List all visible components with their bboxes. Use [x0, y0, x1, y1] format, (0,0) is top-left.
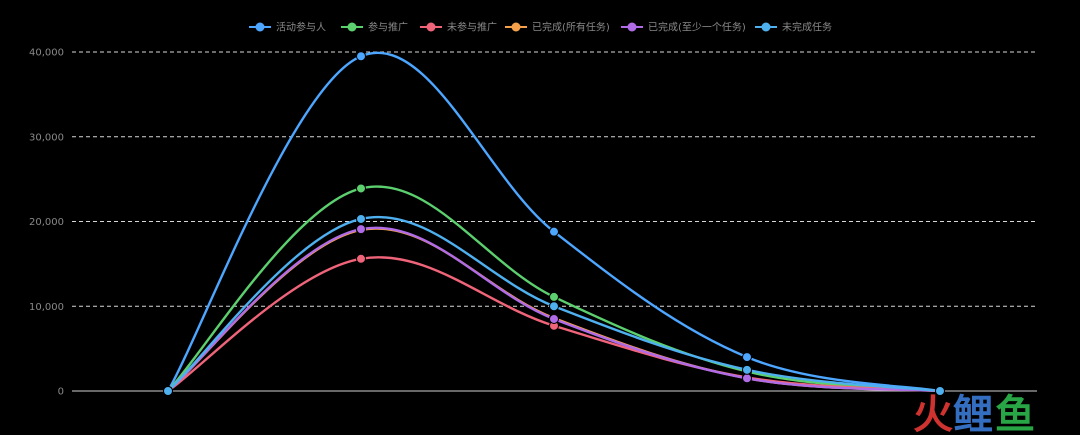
legend-marker — [627, 22, 637, 32]
legend-item[interactable]: 已完成(所有任务) — [505, 21, 610, 34]
legend-item[interactable]: 未完成任务 — [755, 21, 832, 34]
legend-marker — [347, 22, 357, 32]
legend-label: 未完成任务 — [782, 21, 832, 34]
legend-label: 参与推广 — [368, 21, 408, 34]
data-point[interactable] — [356, 224, 366, 235]
series-lines — [166, 51, 941, 393]
legend-item[interactable]: 已完成(至少一个任务) — [621, 21, 746, 34]
data-point[interactable] — [549, 291, 559, 302]
legend-marker — [511, 22, 521, 32]
y-tick-label: 40,000 — [29, 48, 64, 59]
grid-lines — [72, 51, 1037, 392]
series-points — [163, 51, 945, 396]
legend-marker — [761, 22, 771, 32]
data-point[interactable] — [549, 226, 559, 237]
y-tick-label: 0 — [58, 387, 64, 398]
data-point[interactable] — [742, 352, 752, 363]
legend-item[interactable]: 未参与推广 — [420, 21, 497, 34]
watermark-char-1: 火 — [913, 392, 953, 435]
series-line — [167, 185, 941, 393]
data-point[interactable] — [549, 313, 559, 324]
series-line — [167, 216, 941, 393]
data-point[interactable] — [742, 373, 752, 384]
data-point[interactable] — [356, 51, 366, 62]
data-point[interactable] — [549, 301, 559, 312]
legend-label: 活动参与人 — [276, 21, 326, 34]
legend-item[interactable]: 活动参与人 — [249, 21, 326, 34]
y-tick-label: 30,000 — [29, 132, 64, 143]
legend-marker — [426, 22, 436, 32]
watermark-char-2: 鲤 — [953, 392, 993, 435]
watermark-char-3: 鱼 — [995, 392, 1035, 435]
legend[interactable]: 活动参与人 参与推广 未参与推广 已完成(所有任务) 已完成(至少一个任务) 未完成任务 — [249, 21, 832, 34]
legend-label: 已完成(至少一个任务) — [648, 21, 746, 34]
y-tick-label: 20,000 — [29, 217, 64, 228]
data-point[interactable] — [356, 253, 366, 264]
data-point[interactable] — [163, 386, 173, 396]
legend-marker — [255, 22, 265, 32]
legend-label: 已完成(所有任务) — [532, 21, 610, 34]
data-point[interactable] — [742, 364, 752, 375]
data-point[interactable] — [356, 183, 366, 194]
data-point[interactable] — [356, 213, 366, 224]
legend-label: 未参与推广 — [447, 21, 497, 34]
series-line — [166, 51, 941, 393]
watermark-logo: 火 鲤 鱼 — [913, 392, 1035, 435]
y-tick-label: 10,000 — [29, 302, 64, 313]
data-point[interactable] — [935, 386, 945, 396]
y-axis-ticks: 0 10,000 20,000 30,000 40,000 — [29, 48, 64, 398]
series-line — [167, 226, 941, 393]
legend-item[interactable]: 参与推广 — [341, 21, 408, 34]
